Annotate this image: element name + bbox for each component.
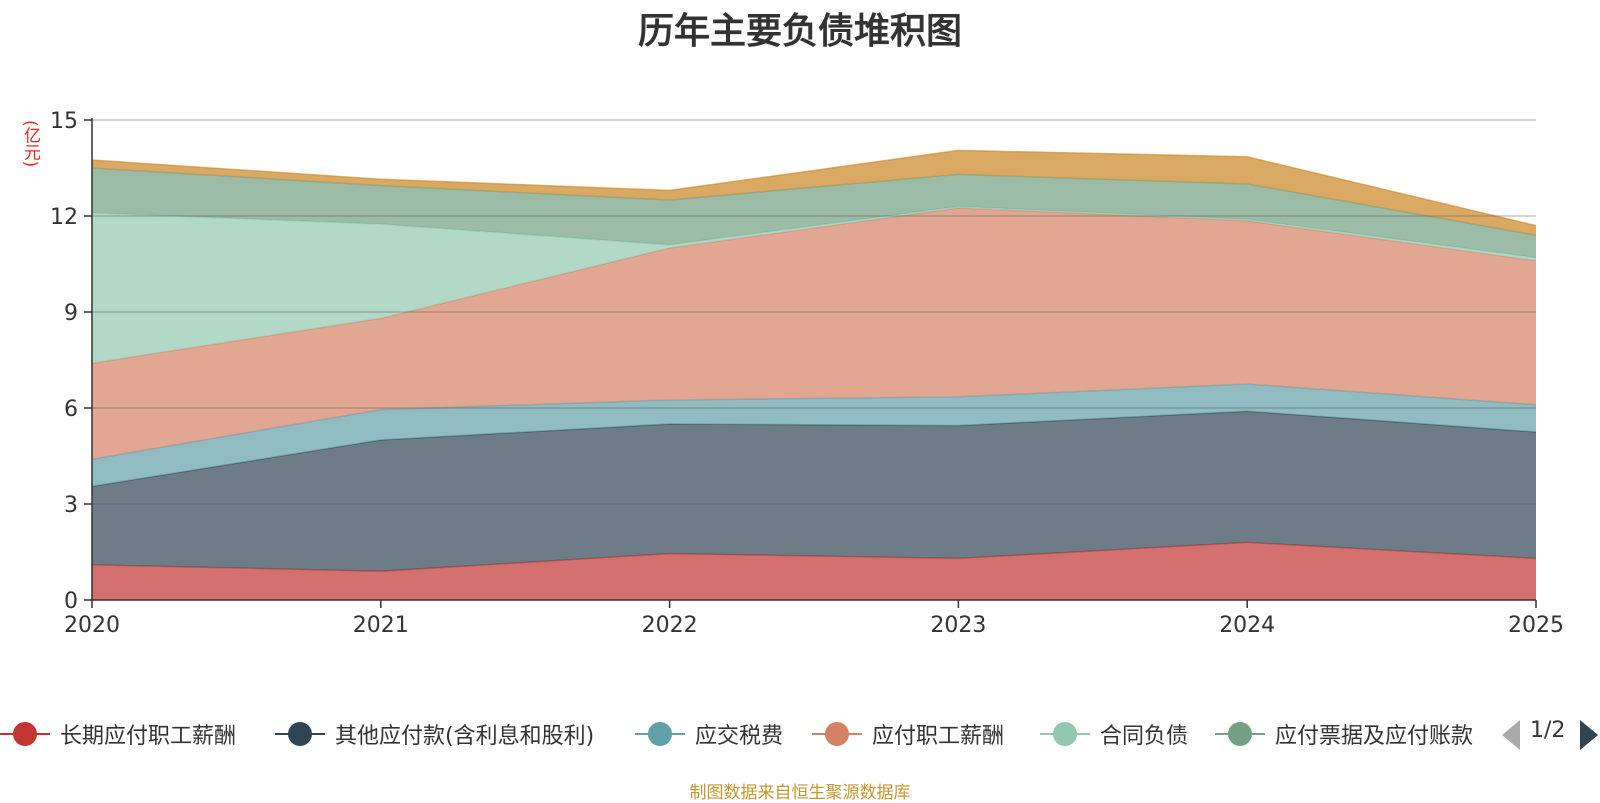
legend-next-page-icon[interactable] (1580, 720, 1598, 750)
legend-marker-icon (812, 712, 862, 756)
legend-marker-icon (275, 712, 325, 756)
y-tick-label-0: 0 (64, 589, 78, 614)
area-series-2 (92, 411, 1536, 572)
legend-marker-icon (635, 712, 685, 756)
legend-label: 其他应付款(含利息和股利) (335, 724, 595, 749)
x-tick-label-2023: 2023 (930, 613, 986, 638)
legend-item[interactable]: 长期应付职工薪酬 (0, 712, 236, 756)
x-tick-label-2022: 2022 (642, 613, 698, 638)
area-series-1 (92, 542, 1536, 600)
legend-item[interactable]: 应交税费 (635, 712, 783, 756)
legend-label: 应付职工薪酬 (872, 724, 1005, 749)
legend-marker-icon (0, 712, 50, 756)
y-tick-label-12: 12 (50, 205, 78, 230)
y-axis-unit-label: (亿元) (20, 120, 40, 168)
y-tick-label-15: 15 (50, 109, 78, 134)
legend-label: 合同负债 (1100, 724, 1189, 749)
legend-item[interactable]: 应付票据及应付账款 (1215, 712, 1473, 756)
y-tick-label-6: 6 (64, 397, 78, 422)
legend-prev-page-icon[interactable] (1502, 720, 1520, 750)
chart-title: 历年主要负债堆积图 (637, 11, 962, 52)
legend: 长期应付职工薪酬 其他应付款(含利息和股利) 应交税费 应付职工薪酬 合同负债 应付票据及… (0, 712, 1482, 756)
area-series-3 (92, 384, 1536, 487)
area-series-6 (92, 168, 1536, 258)
legend-label: 长期应付职工薪酬 (60, 724, 237, 749)
area-series-5 (92, 206, 1536, 364)
legend-item[interactable]: 其他应付款(含利息和股利) (275, 712, 594, 756)
x-tick-label-2021: 2021 (353, 613, 409, 638)
legend-label: 应付票据及应付账款 (1275, 724, 1474, 749)
y-tick-label-9: 9 (64, 301, 78, 326)
data-source-note: 制图数据来自恒生聚源数据库 (689, 783, 911, 803)
x-tick-label-2025: 2025 (1508, 613, 1564, 638)
area-series-4 (92, 208, 1536, 460)
y-tick-label-3: 3 (64, 493, 78, 518)
legend-page-indicator: 1/2 (1530, 718, 1566, 743)
legend-marker-icon (1040, 712, 1090, 756)
legend-item[interactable]: 应付职工薪酬 (812, 712, 1004, 756)
area-series-7 (92, 150, 1536, 236)
x-tick-label-2024: 2024 (1219, 613, 1275, 638)
legend-item[interactable]: 合同负债 (1040, 712, 1188, 756)
area-line-series-7 (91, 149, 1537, 227)
legend-marker-icon (1215, 712, 1265, 756)
x-tick-label-2020: 2020 (64, 613, 120, 638)
legend-label: 应交税费 (695, 724, 784, 749)
